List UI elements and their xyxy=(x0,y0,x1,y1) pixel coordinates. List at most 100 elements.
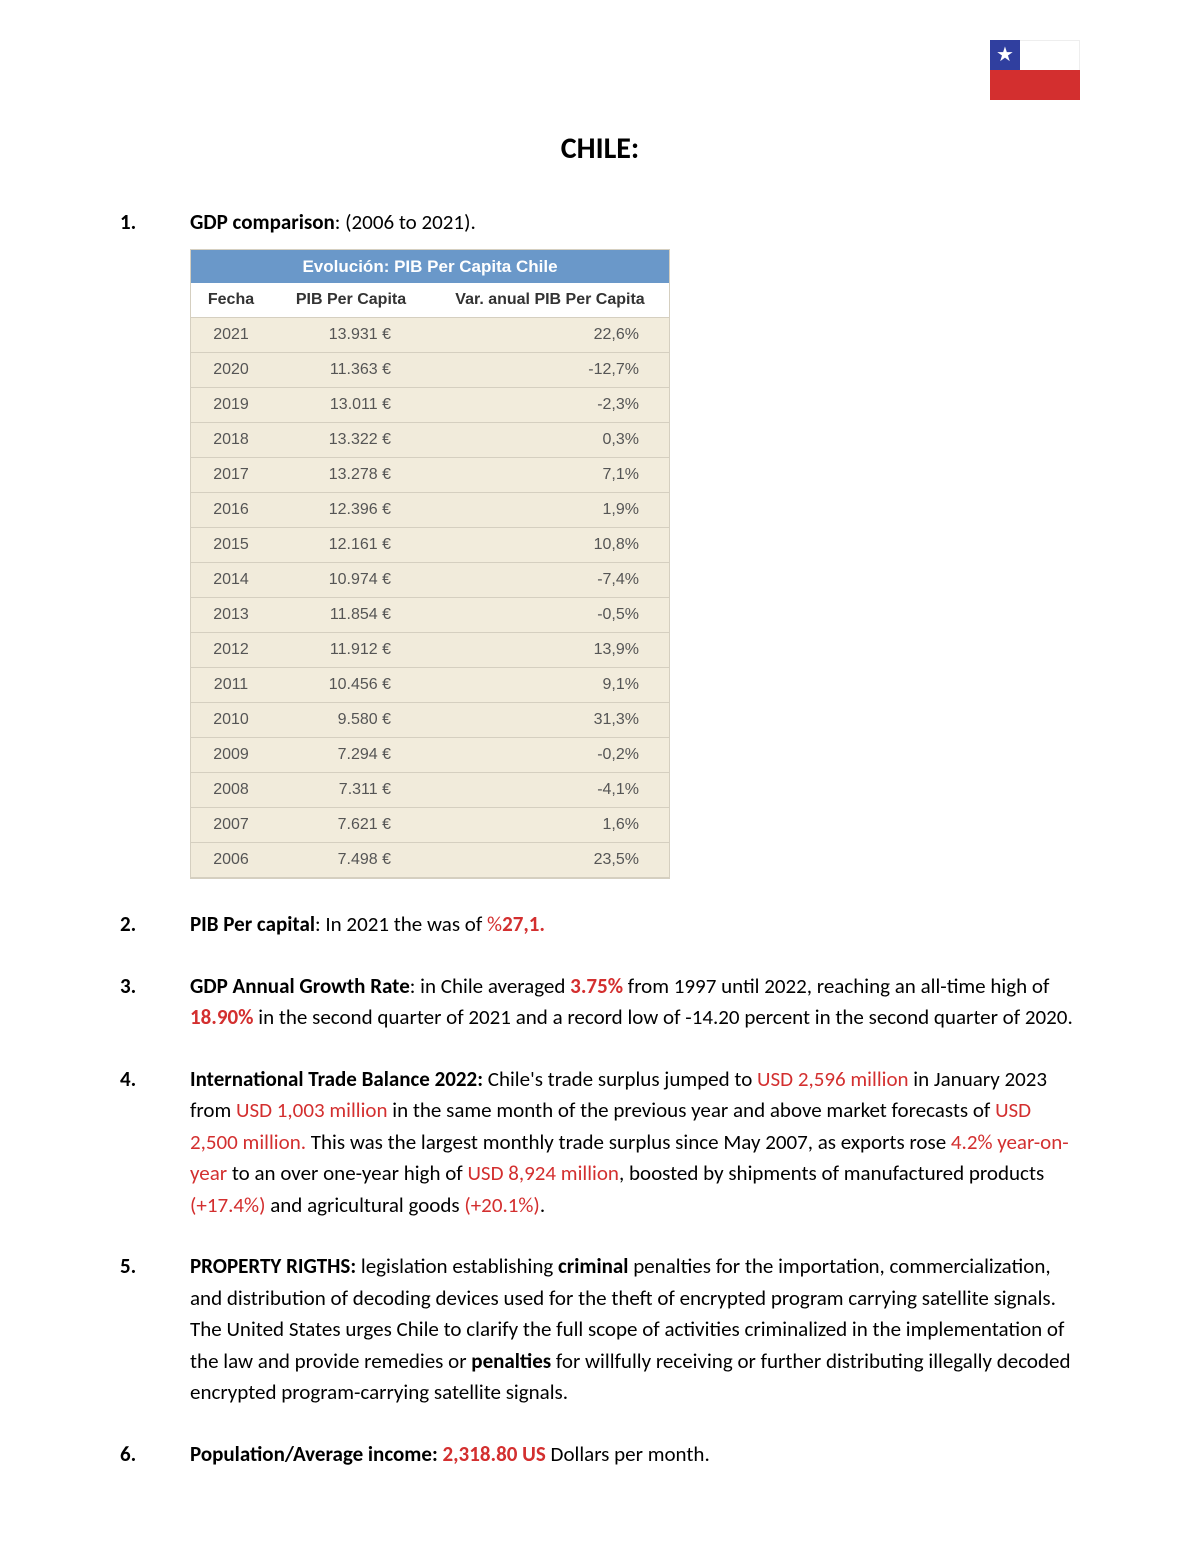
item-lead: International Trade Balance 2022: xyxy=(190,1066,483,1092)
table-row: 201913.011 €-2,3% xyxy=(191,388,669,423)
text-segment: 3.75% xyxy=(570,973,623,999)
text-segment: Chile's trade surplus jumped to xyxy=(483,1066,757,1092)
text-segment: This was the largest monthly trade surpl… xyxy=(306,1129,951,1155)
table-row: 201110.456 €9,1% xyxy=(191,668,669,703)
table-header-row: Fecha PIB Per Capita Var. anual PIB Per … xyxy=(191,283,669,318)
table-cell: -7,4% xyxy=(431,563,669,598)
table-cell: 2007 xyxy=(191,808,271,843)
table-cell: 10,8% xyxy=(431,528,669,563)
item-body: GDP Annual Growth Rate: in Chile average… xyxy=(190,971,1080,1034)
table-cell: 10.456 € xyxy=(271,668,431,703)
table-cell: 7,1% xyxy=(431,458,669,493)
table-row: 201211.912 €13,9% xyxy=(191,633,669,668)
text-segment: penalties xyxy=(471,1348,551,1374)
table-cell: 2010 xyxy=(191,703,271,738)
table-cell: 2013 xyxy=(191,598,271,633)
text-segment: and agricultural goods xyxy=(265,1192,464,1218)
table-cell: 2017 xyxy=(191,458,271,493)
item-lead: GDP comparison xyxy=(190,209,335,235)
text-segment: (+17.4%) xyxy=(190,1192,265,1218)
table-row: 20077.621 €1,6% xyxy=(191,808,669,843)
text-segment: , boosted by shipments of manufactured p… xyxy=(619,1160,1044,1186)
text-segment: 2,318.80 US xyxy=(443,1441,546,1467)
table-cell: 7.311 € xyxy=(271,773,431,808)
item-number: 6. xyxy=(120,1439,190,1471)
document-page: ★ CHILE: 1. GDP comparison: (2006 to 202… xyxy=(0,0,1200,1560)
text-segment: legislation establishing xyxy=(356,1253,558,1279)
table-cell: 7.621 € xyxy=(271,808,431,843)
text-segment: in the same month of the previous year a… xyxy=(388,1097,996,1123)
table-cell: 1,9% xyxy=(431,493,669,528)
table-cell: 2020 xyxy=(191,353,271,388)
table-cell: -0,5% xyxy=(431,598,669,633)
table-cell: 2015 xyxy=(191,528,271,563)
table-cell: 2008 xyxy=(191,773,271,808)
table-cell: 2006 xyxy=(191,843,271,878)
table-row: 201410.974 €-7,4% xyxy=(191,563,669,598)
table-cell: 9,1% xyxy=(431,668,669,703)
text-segment: . xyxy=(540,1192,545,1218)
item-number: 4. xyxy=(120,1064,190,1222)
table-row: 20109.580 €31,3% xyxy=(191,703,669,738)
item-number: 2. xyxy=(120,909,190,941)
table-cell: 2011 xyxy=(191,668,271,703)
text-segment: % xyxy=(487,911,502,937)
text-segment: 18.90% xyxy=(190,1004,254,1030)
table-cell: 31,3% xyxy=(431,703,669,738)
table-cell: 10.974 € xyxy=(271,563,431,598)
table-cell: 7.498 € xyxy=(271,843,431,878)
table-cell: 2021 xyxy=(191,318,271,353)
table-cell: -4,1% xyxy=(431,773,669,808)
item-lead: GDP Annual Growth Rate xyxy=(190,973,410,999)
table-row: 20087.311 €-4,1% xyxy=(191,773,669,808)
table-cell: 0,3% xyxy=(431,423,669,458)
table-cell: 2014 xyxy=(191,563,271,598)
content-list: 1. GDP comparison: (2006 to 2021). Evolu… xyxy=(120,207,1080,1470)
item-lead: Population/Average income: xyxy=(190,1441,438,1467)
table-cell: 13,9% xyxy=(431,633,669,668)
text-segment: USD 2,596 million xyxy=(757,1066,909,1092)
table-cell: 13.322 € xyxy=(271,423,431,458)
table-row: 20097.294 €-0,2% xyxy=(191,738,669,773)
table-row: 201612.396 €1,9% xyxy=(191,493,669,528)
table-cell: 11.854 € xyxy=(271,598,431,633)
text-segment: USD 8,924 million xyxy=(467,1160,619,1186)
table-row: 201713.278 €7,1% xyxy=(191,458,669,493)
item-body: PIB Per capital: In 2021 the was of %27,… xyxy=(190,909,1080,941)
item-body: PROPERTY RIGTHS: legislation establishin… xyxy=(190,1251,1080,1409)
table-cell: 13.931 € xyxy=(271,318,431,353)
item-body: Population/Average income: 2,318.80 US D… xyxy=(190,1439,1080,1471)
item-pib-per-capital: 2. PIB Per capital: In 2021 the was of %… xyxy=(120,909,1080,941)
table-cell: -0,2% xyxy=(431,738,669,773)
table-cell: 9.580 € xyxy=(271,703,431,738)
text-segment: from 1997 until 2022, reaching an all-ti… xyxy=(623,973,1049,999)
table-cell: 11.912 € xyxy=(271,633,431,668)
col-fecha: Fecha xyxy=(191,283,271,318)
item-number: 3. xyxy=(120,971,190,1034)
item-lead: PIB Per capital xyxy=(190,911,315,937)
text-segment: : In 2021 the was of xyxy=(315,911,487,937)
table-cell: 2016 xyxy=(191,493,271,528)
table-cell: 7.294 € xyxy=(271,738,431,773)
item-gdp-comparison: 1. GDP comparison: (2006 to 2021). Evolu… xyxy=(120,207,1080,879)
table-cell: 11.363 € xyxy=(271,353,431,388)
text-segment: criminal xyxy=(558,1253,628,1279)
item-tail: : (2006 to 2021). xyxy=(335,209,476,235)
table-row: 202113.931 €22,6% xyxy=(191,318,669,353)
table-row: 201512.161 €10,8% xyxy=(191,528,669,563)
table-cell: 13.011 € xyxy=(271,388,431,423)
col-var: Var. anual PIB Per Capita xyxy=(431,283,669,318)
item-number: 5. xyxy=(120,1251,190,1409)
table-row: 20067.498 €23,5% xyxy=(191,843,669,878)
item-trade-balance: 4. International Trade Balance 2022: Chi… xyxy=(120,1064,1080,1222)
table-cell: -12,7% xyxy=(431,353,669,388)
text-segment: : in Chile averaged xyxy=(410,973,570,999)
table-cell: 2009 xyxy=(191,738,271,773)
table-row: 201813.322 €0,3% xyxy=(191,423,669,458)
gdp-table: Evolución: PIB Per Capita Chile Fecha PI… xyxy=(190,249,670,880)
table-cell: 1,6% xyxy=(431,808,669,843)
item-number: 1. xyxy=(120,207,190,879)
item-body: International Trade Balance 2022: Chile'… xyxy=(190,1064,1080,1222)
table-cell: 2019 xyxy=(191,388,271,423)
item-gdp-growth: 3. GDP Annual Growth Rate: in Chile aver… xyxy=(120,971,1080,1034)
